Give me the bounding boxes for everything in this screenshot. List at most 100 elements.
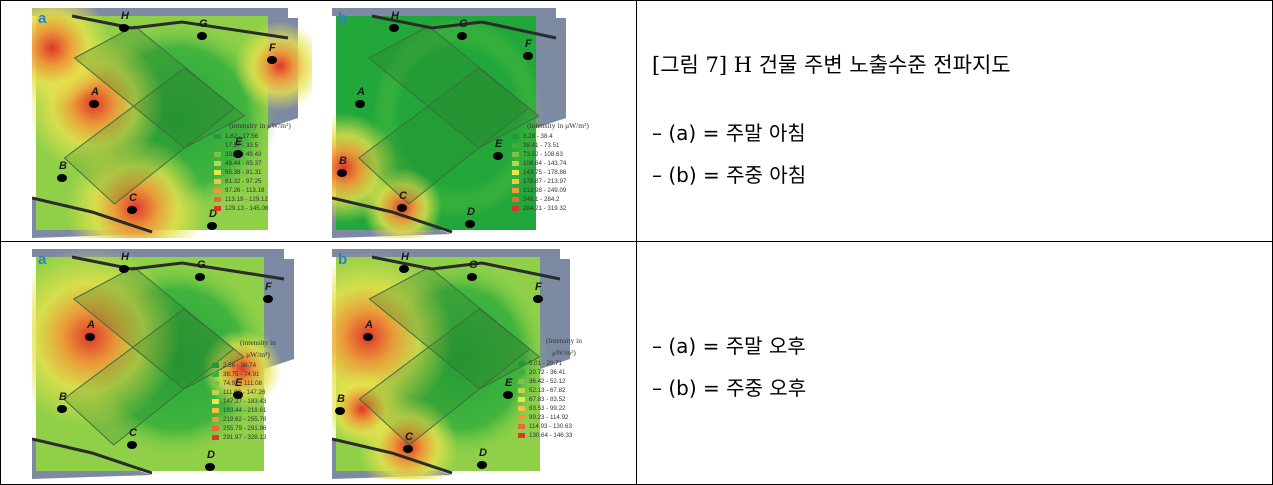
measurement-point-label: F [269, 42, 276, 54]
measurement-point-label: A [357, 86, 365, 98]
measurement-point-label: G [197, 259, 206, 271]
legend-item: 213.98 - 249.09 [512, 186, 604, 195]
building-edge [32, 196, 153, 234]
legend-item: 129.13 - 145.06 [214, 204, 306, 213]
building-edge [371, 14, 557, 40]
building-edge [332, 437, 453, 475]
measurement-point-label: A [87, 319, 95, 331]
legend-item: 38.75 - 74.91 [212, 370, 304, 379]
measurement-point-h [119, 24, 129, 32]
measurement-point-b [335, 407, 345, 415]
legend-swatch [214, 179, 221, 184]
measurement-point-label: C [129, 427, 137, 439]
exposure-map-canvas [332, 249, 570, 479]
legend-swatch [212, 426, 219, 431]
measurement-point-label: H [401, 251, 409, 263]
afternoon-text: – (a) = 주말 오후 – (b) = 주중 오후 [652, 331, 806, 403]
measurement-point-c [397, 204, 407, 212]
panel-letter: b [338, 10, 348, 27]
legend-swatch [512, 188, 519, 193]
measurement-point-d [205, 463, 215, 471]
measurement-point-d [465, 220, 475, 228]
exposure-map-canvas [332, 8, 566, 238]
legend-item: 36.42 - 52.12 [518, 377, 610, 386]
legend-item: 147.27 - 183.43 [212, 397, 304, 406]
building-outline [357, 67, 530, 205]
legend-item: 114.93 - 130.63 [518, 422, 610, 431]
legend-title: (intensity in μW/m²) [229, 121, 291, 130]
legend-item: 81.32 - 97.25 [214, 177, 306, 186]
legend-item: 1.62 - 17.56 [214, 132, 306, 141]
figure-caption: [그림 7] H 건물 주변 노출수준 전파지도 [652, 53, 1011, 77]
intensity-legend: (intensity in μW/m²) 1.62 - 17.56 17.57 - … [214, 120, 306, 213]
map-panel-weekday-afternoon: b A B C D E F G H (intensity in μW/m²) 5.01 - 20.71… [332, 249, 612, 479]
legend-title: μW/m²) [552, 348, 576, 357]
measurement-point-label: F [525, 38, 532, 50]
panel-letter: a [38, 10, 47, 27]
measurement-point-label: D [207, 449, 215, 461]
legend-swatch [214, 134, 221, 139]
legend-range: 255.79 - 291.96 [223, 425, 267, 432]
legend-title: (intensity in [239, 338, 277, 347]
legend-range: 99.23 - 114.92 [529, 414, 569, 421]
measurement-point-label: F [535, 281, 542, 293]
legend-swatch [518, 424, 525, 429]
building-edge [332, 196, 453, 234]
measurement-point-a [355, 100, 365, 108]
legend-range: 65.38 - 81.31 [225, 169, 262, 176]
legend-range: 3.28 - 38.4 [523, 133, 553, 140]
legend-range: 143.75 - 178.86 [523, 169, 567, 176]
legend-range: 38.75 - 74.91 [223, 371, 260, 378]
legend-swatch [512, 206, 519, 211]
legend-range: 147.27 - 183.43 [223, 398, 267, 405]
measurement-point-label: B [339, 155, 347, 167]
legend-range: 38.41 - 73.51 [523, 142, 560, 149]
legend-range: 108.64 - 143.74 [523, 160, 567, 167]
legend-title: (intensity in μW/m²) [527, 121, 589, 130]
building-edge [71, 255, 285, 281]
legend-range: 291.97 - 328.13 [223, 434, 267, 441]
measurement-point-b [337, 169, 347, 177]
legend-item: 33.51 - 49.43 [214, 150, 306, 159]
measurement-point-label: D [209, 208, 217, 220]
legend-range: 113.19 - 129.12 [225, 196, 268, 203]
legend-item: 73.52 - 108.63 [512, 150, 604, 159]
measurement-point-label: B [59, 391, 67, 403]
legend-swatch [512, 152, 519, 157]
legend-swatch [212, 363, 219, 368]
table-column-divider [636, 0, 637, 485]
legend-swatch [212, 435, 219, 440]
map-panel-weekday-morning: b A B C D E F G H (intensity in μW/m²) 3.28 - 38.4… [332, 8, 612, 238]
legend-swatch [212, 408, 219, 413]
afternoon-maps: a A B C D E F G H (intensity in μW/m²) 2.56 - 38.74… [32, 249, 622, 479]
measurement-point-label: B [59, 160, 67, 172]
legend-item: 108.64 - 143.74 [512, 159, 604, 168]
measurement-point-label: A [91, 86, 99, 98]
measurement-point-e [493, 152, 503, 160]
legend-item: 49.44 - 65.37 [214, 159, 306, 168]
legend-range: 49.44 - 65.37 [225, 160, 262, 167]
legend-swatch [214, 206, 221, 211]
legend-swatch [518, 361, 525, 366]
legend-range: 67.83 - 83.52 [529, 396, 566, 403]
legend-swatch [518, 379, 525, 384]
legend-range: 178.87 - 213.97 [523, 178, 567, 185]
measurement-point-g [197, 32, 207, 40]
legend-swatch [512, 170, 519, 175]
legend-range: 5.01 - 20.71 [529, 360, 563, 367]
legend-item: 99.23 - 114.92 [518, 413, 610, 422]
measurement-point-a [85, 333, 95, 341]
map-panel-weekend-morning: a A B C D E F G H (intensity in μW/m²) 1.62 - 17.5… [32, 8, 312, 238]
legend-item: 38.41 - 73.51 [512, 141, 604, 150]
legend-range: 219.62 - 255.78 [223, 416, 267, 423]
exposure-map-canvas [32, 249, 294, 479]
legend-range: 114.93 - 130.63 [529, 423, 572, 430]
legend-title: μW/m²) [246, 350, 270, 359]
legend-swatch [518, 388, 525, 393]
legend-swatch [214, 143, 221, 148]
legend-range: 2.56 - 38.74 [223, 362, 257, 369]
measurement-point-f [523, 52, 533, 60]
legend-swatch [212, 390, 219, 395]
table-border-left [0, 0, 1, 485]
measurement-point-label: A [365, 319, 373, 331]
